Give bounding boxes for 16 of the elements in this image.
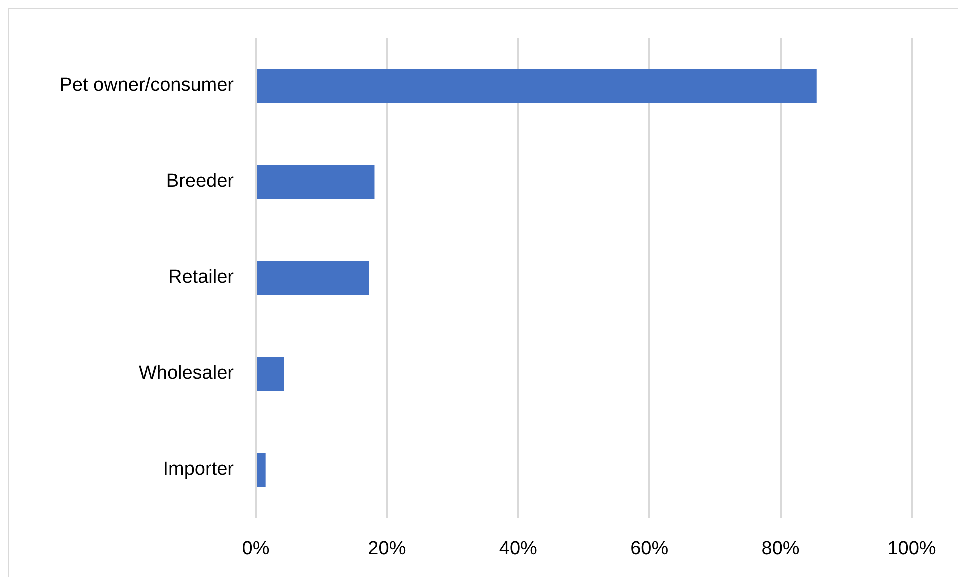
bar bbox=[257, 260, 370, 296]
x-tick-label: 60% bbox=[630, 538, 669, 560]
y-tick-label: Importer bbox=[163, 459, 235, 480]
y-tick-label: Pet owner/consumer bbox=[60, 75, 235, 96]
x-tick-label: 20% bbox=[368, 538, 406, 560]
y-tick-label: Wholesaler bbox=[138, 363, 235, 384]
bar bbox=[257, 356, 284, 392]
y-tick-label: Breeder bbox=[166, 171, 235, 192]
x-tick-label: 40% bbox=[499, 538, 538, 560]
bar bbox=[257, 164, 375, 200]
x-tick-label: 0% bbox=[242, 538, 270, 560]
bar bbox=[257, 452, 266, 488]
x-tick-label: 80% bbox=[762, 538, 800, 560]
y-tick-label: Retailer bbox=[168, 267, 235, 288]
x-tick-label: 100% bbox=[888, 538, 936, 560]
bar bbox=[257, 68, 817, 104]
